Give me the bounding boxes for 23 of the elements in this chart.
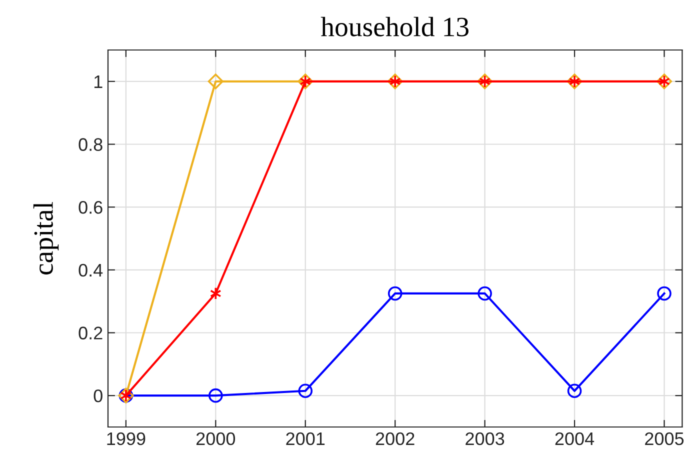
y-tick-label: 0.6 bbox=[78, 201, 102, 214]
x-tick-label: 2002 bbox=[376, 432, 414, 446]
y-tick-label: 1 bbox=[94, 76, 102, 88]
y-axis-title: capital bbox=[33, 202, 59, 274]
x-tick-label: 2001 bbox=[286, 432, 325, 446]
point bbox=[388, 286, 402, 301]
point bbox=[478, 286, 492, 301]
x-tick-label: 2005 bbox=[645, 432, 684, 446]
point bbox=[298, 384, 313, 398]
point bbox=[657, 286, 672, 301]
x-tick-label: 1999 bbox=[107, 432, 146, 446]
x-tick-label: 2000 bbox=[196, 432, 236, 446]
point bbox=[208, 388, 223, 403]
point bbox=[208, 74, 224, 90]
chart-title: household 13 bbox=[320, 16, 468, 36]
y-tick-label: 0.2 bbox=[78, 326, 102, 340]
x-tick-label: 2003 bbox=[466, 432, 504, 446]
point bbox=[567, 384, 582, 398]
y-tick-label: 0 bbox=[94, 390, 102, 402]
y-tick-label: 0.8 bbox=[78, 138, 102, 151]
y-tick-label: 0.4 bbox=[78, 264, 103, 277]
x-tick-label: 2004 bbox=[555, 432, 594, 446]
point bbox=[210, 287, 222, 300]
